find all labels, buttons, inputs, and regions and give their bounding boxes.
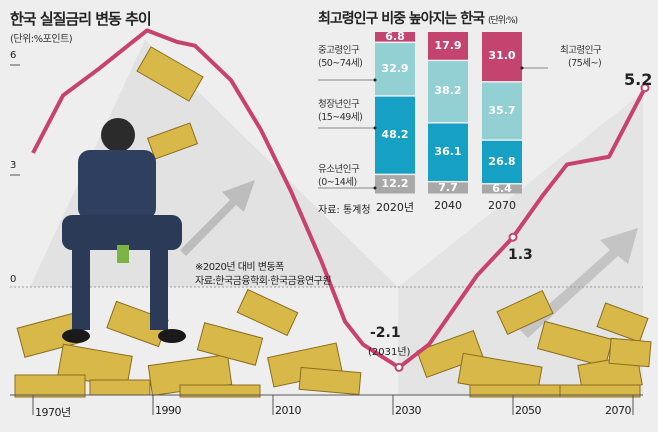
bar-value-label: 35.7 bbox=[488, 103, 516, 117]
money-bundle bbox=[136, 46, 204, 102]
x-tick-label: 1970년 bbox=[35, 406, 71, 419]
bar-segment bbox=[428, 182, 468, 194]
chart-title: 한국 실질금리 변동 추이 bbox=[10, 10, 152, 28]
leader-dot bbox=[373, 186, 377, 190]
data-label-end: 5.2 bbox=[624, 70, 653, 89]
x-tick-marks bbox=[10, 64, 634, 415]
bar-chart-title-text: 최고령인구 비중 높아지는 한국 bbox=[318, 11, 485, 27]
bar-value-label: 26.8 bbox=[488, 154, 516, 168]
data-label-2050: 1.3 bbox=[508, 247, 533, 263]
legend-middle-aged: 중고령인구 (50~74세) bbox=[318, 44, 363, 70]
money-bundle bbox=[236, 288, 299, 337]
legend-age: (50~74세) bbox=[318, 58, 363, 69]
leader-dot bbox=[373, 126, 377, 130]
leader-dot bbox=[373, 78, 377, 82]
data-label-min: -2.1 bbox=[370, 325, 401, 341]
unit-label: (단위:%포인트) bbox=[10, 34, 73, 45]
bar-value-label: 7.7 bbox=[438, 180, 458, 194]
bar-segment bbox=[375, 175, 415, 194]
rate-line bbox=[31, 28, 647, 370]
data-point bbox=[640, 83, 650, 93]
data-point bbox=[508, 232, 518, 242]
money-bundle bbox=[608, 337, 652, 368]
money-bundle bbox=[14, 374, 86, 398]
legend-name: 최고령인구 bbox=[560, 45, 602, 56]
bar-value-label: 6.8 bbox=[385, 29, 405, 43]
bar-value-label: 31.0 bbox=[488, 49, 516, 63]
legend-children: 유소년인구 (0~14세) bbox=[318, 163, 360, 189]
legend-age: (15~49세) bbox=[318, 112, 363, 123]
bar-category-label: 2070 bbox=[488, 199, 516, 212]
data-point bbox=[394, 362, 404, 372]
money-bundle bbox=[146, 122, 199, 160]
bar-segment bbox=[428, 123, 468, 181]
bar-value-label: 48.2 bbox=[381, 127, 409, 141]
money-bundle bbox=[416, 329, 484, 379]
bar-segment bbox=[375, 96, 415, 174]
bar-value-label: 17.9 bbox=[434, 38, 462, 52]
source-label: 자료:한국금융학회·한국금융연구원 bbox=[195, 276, 332, 287]
bar-value-label: 6.4 bbox=[492, 181, 512, 195]
bar-value-label: 38.2 bbox=[434, 84, 462, 98]
x-tick-label: 2010 bbox=[275, 404, 302, 417]
bar-value-label: 36.1 bbox=[434, 144, 462, 158]
legend-age: (0~14세) bbox=[318, 177, 357, 188]
bar-value-label: 32.9 bbox=[381, 61, 409, 75]
rising-arrow-icon bbox=[180, 180, 255, 256]
money-bundle bbox=[196, 322, 264, 366]
bar-segment bbox=[482, 32, 522, 82]
legend-oldest: 최고령인구 (75세~) bbox=[560, 44, 602, 70]
stacked-bars bbox=[318, 32, 548, 194]
line-series bbox=[31, 28, 650, 372]
background-art bbox=[10, 28, 652, 415]
x-tick-label: 2070 bbox=[605, 404, 632, 417]
x-tick-label: 2050 bbox=[515, 404, 542, 417]
shaded-area bbox=[398, 92, 643, 395]
bar-segment bbox=[482, 82, 522, 140]
money-bundle bbox=[89, 379, 151, 396]
bar-segment bbox=[482, 184, 522, 194]
bar-source-label: 자료: 통계청 bbox=[318, 205, 371, 216]
money-bundle bbox=[496, 289, 554, 336]
y-tick-label: 6 bbox=[10, 50, 17, 61]
money-bundle bbox=[179, 384, 261, 398]
footnote: ※2020년 대비 변동폭 bbox=[195, 262, 284, 273]
y-tick-label: 0 bbox=[10, 274, 17, 285]
bar-segment bbox=[428, 32, 468, 60]
bar-value-label: 12.2 bbox=[381, 177, 409, 191]
money-pile bbox=[14, 46, 652, 398]
y-tick-label: 3 bbox=[10, 160, 17, 171]
leader-dot bbox=[520, 66, 524, 70]
bar-category-label: 2020년 bbox=[375, 201, 415, 214]
legend-name: 중고령인구 bbox=[318, 45, 360, 56]
bar-category-label: 2040 bbox=[434, 199, 462, 212]
worried-man-illustration bbox=[62, 118, 186, 343]
x-tick-label: 1990 bbox=[155, 404, 182, 417]
legend-age: (75세~) bbox=[568, 58, 602, 69]
money-bundle bbox=[559, 384, 641, 398]
bar-segment bbox=[375, 32, 415, 42]
bar-unit-label: (단위:%) bbox=[487, 16, 518, 26]
bar-chart-title: 최고령인구 비중 높아지는 한국 (단위:%) bbox=[318, 8, 518, 28]
money-bundle bbox=[298, 366, 362, 396]
legend-young-adult: 청장년인구 (15~49세) bbox=[318, 98, 363, 124]
money-bundle bbox=[536, 320, 614, 368]
x-tick-label: 2030 bbox=[395, 404, 422, 417]
bar-segment bbox=[428, 61, 468, 123]
legend-name: 청장년인구 bbox=[318, 99, 360, 110]
data-label-min-year: (2031년) bbox=[368, 347, 411, 358]
infographic: 한국 실질금리 변동 추이 (단위:%포인트) 6 3 0 1970년 1990… bbox=[0, 0, 658, 432]
legend-name: 유소년인구 bbox=[318, 164, 360, 175]
money-bundle bbox=[596, 302, 649, 343]
bar-segment bbox=[375, 43, 415, 96]
bar-segment bbox=[482, 140, 522, 184]
